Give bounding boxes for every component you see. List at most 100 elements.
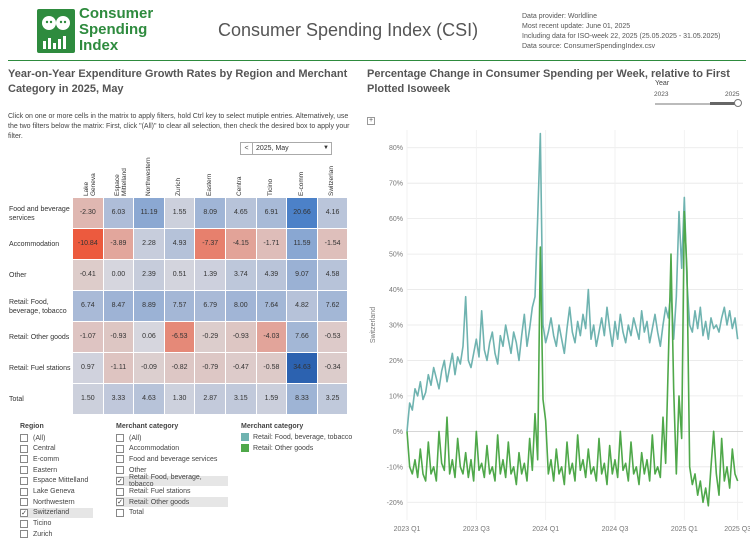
checkbox[interactable] bbox=[116, 487, 124, 496]
legend-item[interactable]: Retail: Other goods bbox=[241, 444, 313, 452]
matrix-cell[interactable]: -0.41 bbox=[73, 260, 103, 290]
merchant-filter-item[interactable]: Accommodation bbox=[116, 444, 228, 454]
matrix-row-header[interactable]: Accommodation bbox=[9, 241, 60, 248]
region-filter-item[interactable]: ✓ Switzerland bbox=[20, 507, 93, 518]
matrix-cell[interactable]: 4.63 bbox=[134, 384, 164, 414]
matrix-cell[interactable]: 1.59 bbox=[256, 384, 287, 414]
matrix-cell[interactable]: 4.16 bbox=[317, 198, 348, 228]
matrix-cell[interactable]: 8.89 bbox=[134, 291, 164, 321]
checkbox[interactable] bbox=[20, 519, 28, 528]
matrix-cell[interactable]: 4.58 bbox=[317, 260, 348, 290]
region-filter-item[interactable]: (All) bbox=[20, 433, 93, 443]
matrix-cell[interactable]: 8.47 bbox=[103, 291, 134, 321]
period-value[interactable]: 2025, May bbox=[256, 145, 289, 152]
matrix-column-header[interactable]: Zurich bbox=[175, 177, 183, 196]
checkbox[interactable] bbox=[20, 455, 28, 464]
matrix-cell[interactable]: 7.62 bbox=[317, 291, 348, 321]
region-filter-item[interactable]: Northwestern bbox=[20, 497, 93, 507]
matrix-cell[interactable]: 34.63 bbox=[287, 353, 317, 383]
checkbox[interactable] bbox=[20, 476, 28, 485]
matrix-cell[interactable]: -10.84 bbox=[73, 229, 103, 259]
checkbox[interactable]: ✓ bbox=[116, 498, 124, 507]
checkbox[interactable] bbox=[20, 498, 28, 507]
merchant-filter-item[interactable]: Retail: Fuel stations bbox=[116, 487, 228, 497]
matrix-row-header[interactable]: Other bbox=[9, 272, 27, 279]
region-filter-item[interactable]: Zurich bbox=[20, 529, 93, 539]
checkbox[interactable] bbox=[20, 530, 28, 539]
matrix-cell[interactable]: -4.15 bbox=[226, 229, 256, 259]
matrix-cell[interactable]: -4.03 bbox=[256, 322, 287, 352]
matrix-cell[interactable]: 3.15 bbox=[226, 384, 256, 414]
matrix-cell[interactable]: 2.39 bbox=[134, 260, 164, 290]
merchant-filter-item[interactable]: ✓ Retail: Other goods bbox=[116, 497, 228, 508]
matrix-row-header[interactable]: Retail: Other goods bbox=[9, 334, 70, 341]
matrix-cell[interactable]: 0.06 bbox=[134, 322, 164, 352]
matrix-cell[interactable]: 8.33 bbox=[287, 384, 317, 414]
merchant-filter-item[interactable]: ✓ Retail: Food, beverage, tobacco bbox=[116, 474, 228, 488]
matrix-cell[interactable]: 0.00 bbox=[103, 260, 134, 290]
merchant-filter-item[interactable]: Other bbox=[116, 465, 228, 475]
matrix-cell[interactable]: 3.25 bbox=[317, 384, 348, 414]
matrix-cell[interactable]: -7.37 bbox=[195, 229, 225, 259]
checkbox[interactable] bbox=[116, 466, 124, 475]
period-prev-button[interactable]: < bbox=[241, 143, 253, 154]
legend-item[interactable]: Retail: Food, beverage, tobacco bbox=[241, 433, 352, 441]
year-slider-handle[interactable] bbox=[734, 99, 742, 107]
region-filter-item[interactable]: Espace Mittelland bbox=[20, 476, 93, 486]
matrix-row-header[interactable]: Total bbox=[9, 396, 24, 403]
year-slider-track[interactable] bbox=[655, 103, 740, 105]
matrix-cell[interactable]: 11.19 bbox=[134, 198, 164, 228]
matrix-column-header[interactable]: Switzerlan bbox=[328, 166, 336, 196]
matrix-cell[interactable]: -0.58 bbox=[256, 353, 287, 383]
matrix-row-header[interactable]: Food and beverage services bbox=[9, 206, 70, 222]
matrix-cell[interactable]: 20.66 bbox=[287, 198, 317, 228]
matrix-cell[interactable]: -0.82 bbox=[164, 353, 195, 383]
checkbox[interactable] bbox=[20, 434, 28, 442]
region-filter-item[interactable]: Central bbox=[20, 444, 93, 454]
matrix-cell[interactable]: -1.07 bbox=[73, 322, 103, 352]
checkbox[interactable] bbox=[116, 508, 124, 517]
matrix-cell[interactable]: -1.71 bbox=[256, 229, 287, 259]
matrix-cell[interactable]: 7.57 bbox=[164, 291, 195, 321]
matrix-cell[interactable]: 6.91 bbox=[256, 198, 287, 228]
matrix-cell[interactable]: -1.11 bbox=[103, 353, 134, 383]
matrix-cell[interactable]: 3.74 bbox=[226, 260, 256, 290]
matrix-cell[interactable]: 4.82 bbox=[287, 291, 317, 321]
checkbox[interactable] bbox=[116, 455, 124, 464]
matrix-cell[interactable]: 6.74 bbox=[73, 291, 103, 321]
merchant-filter-item[interactable]: (All) bbox=[116, 433, 228, 443]
matrix-column-header[interactable]: Espace Mittelland bbox=[113, 168, 128, 196]
matrix-cell[interactable]: 7.66 bbox=[287, 322, 317, 352]
expand-button[interactable]: + bbox=[367, 117, 375, 125]
region-filter-item[interactable]: Lake Geneva bbox=[20, 487, 93, 497]
matrix-cell[interactable]: 1.39 bbox=[195, 260, 225, 290]
checkbox[interactable]: ✓ bbox=[20, 508, 28, 517]
matrix-row-header[interactable]: Retail: Fuel stations bbox=[9, 365, 71, 372]
region-filter-item[interactable]: E-comm bbox=[20, 454, 93, 464]
checkbox[interactable] bbox=[116, 434, 124, 442]
matrix-cell[interactable]: 6.79 bbox=[195, 291, 225, 321]
matrix-cell[interactable]: 2.87 bbox=[195, 384, 225, 414]
matrix-cell[interactable]: 4.65 bbox=[226, 198, 256, 228]
matrix-cell[interactable]: -2.30 bbox=[73, 198, 103, 228]
checkbox[interactable] bbox=[20, 466, 28, 475]
matrix-cell[interactable]: 6.03 bbox=[103, 198, 134, 228]
matrix-column-header[interactable]: Northwestern bbox=[144, 157, 152, 196]
matrix-column-header[interactable]: E-comm bbox=[297, 171, 305, 196]
matrix-cell[interactable]: -0.53 bbox=[317, 322, 348, 352]
chevron-down-icon[interactable]: ▼ bbox=[323, 145, 329, 151]
matrix-cell[interactable]: 7.64 bbox=[256, 291, 287, 321]
matrix-cell[interactable]: -0.29 bbox=[195, 322, 225, 352]
period-selector[interactable]: < 2025, May ▼ bbox=[240, 142, 332, 155]
matrix-cell[interactable]: 0.51 bbox=[164, 260, 195, 290]
line-chart[interactable]: -20% -10% 0% 10% 20% 30% 40% 50% 60% 70% 80% 2023 Q… bbox=[365, 125, 750, 550]
matrix-cell[interactable]: 1.30 bbox=[164, 384, 195, 414]
matrix-cell[interactable]: 3.33 bbox=[103, 384, 134, 414]
matrix-column-header[interactable]: Eastern bbox=[205, 173, 213, 196]
matrix-cell[interactable]: -0.93 bbox=[226, 322, 256, 352]
matrix-cell[interactable]: 9.07 bbox=[287, 260, 317, 290]
matrix-cell[interactable]: 2.28 bbox=[134, 229, 164, 259]
matrix-cell[interactable]: -0.34 bbox=[317, 353, 348, 383]
matrix-cell[interactable]: 8.00 bbox=[226, 291, 256, 321]
matrix-cell[interactable]: 1.50 bbox=[73, 384, 103, 414]
